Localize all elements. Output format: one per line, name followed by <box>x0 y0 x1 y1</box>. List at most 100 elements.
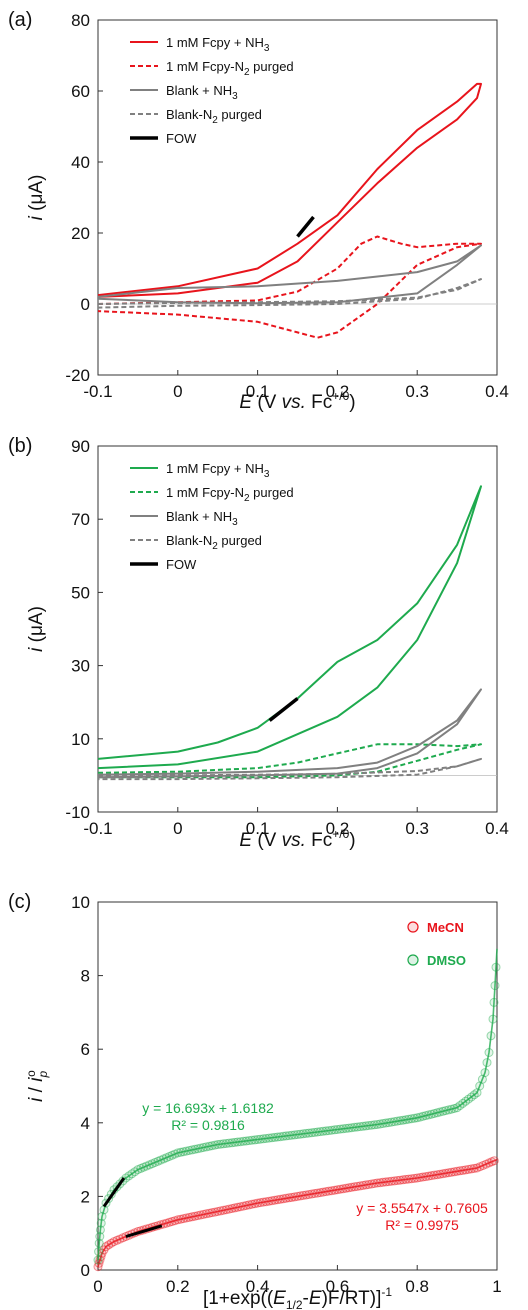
x-axis-label-part: (V <box>252 830 282 851</box>
legend-label: Blank + NH3 <box>166 509 238 528</box>
legend-text: 1 mM Fcpy-N <box>166 59 244 74</box>
x-tick-label: 0.2 <box>166 1277 190 1296</box>
x-axis-label-part: Fc <box>306 830 332 851</box>
y-tick-label: 70 <box>71 510 90 529</box>
fit-DMSO-line <box>102 1177 126 1208</box>
y-axis-label: i (μA) <box>26 175 47 221</box>
series-line-1 <box>97 743 482 779</box>
legend-label: 1 mM Fcpy + NH3 <box>166 35 270 54</box>
x-axis-label-sup: -1 <box>381 1285 392 1299</box>
y-tick-label: -10 <box>65 803 90 822</box>
y-axis-label-var: i <box>26 215 47 220</box>
legend-subscript: 3 <box>232 91 238 102</box>
series-line-3 <box>97 278 482 309</box>
fit-r-squared: R² = 0.9816 <box>171 1117 245 1133</box>
x-tick-label: 0.2 <box>326 382 350 401</box>
x-axis-label-var: E <box>239 830 252 851</box>
legend-label: Blank-N2 purged <box>166 533 262 552</box>
legend-text: purged <box>218 533 262 548</box>
y-tick-label: 6 <box>81 1040 90 1059</box>
y-axis-label-part: / <box>26 1082 47 1098</box>
legend-subscript: 3 <box>232 517 238 528</box>
legend-text: 1 mM Fcpy + NH <box>166 35 264 50</box>
y-tick-label: 60 <box>71 82 90 101</box>
y-axis-label: i (μA) <box>26 606 47 652</box>
x-tick-label: 0 <box>93 1277 102 1296</box>
x-tick-label: 0 <box>173 382 182 401</box>
y-axis-label-var: i <box>26 1097 47 1102</box>
plot-frame <box>97 901 498 1271</box>
x-axis-label-vs: vs. <box>282 392 306 413</box>
x-axis-label-var: E <box>309 1288 322 1309</box>
legend-label: DMSO <box>427 953 466 968</box>
x-axis-label-sup: +/0 <box>332 389 349 403</box>
series-line-mecn <box>97 1158 498 1267</box>
legend-text: purged <box>250 59 294 74</box>
fit-r-squared: R² = 0.9975 <box>385 1217 459 1233</box>
fow-segment <box>296 215 315 238</box>
x-tick-label: 0.3 <box>405 819 429 838</box>
y-tick-label: 90 <box>71 437 90 456</box>
legend-text: Blank-N <box>166 107 212 122</box>
x-tick-label: 0.8 <box>405 1277 429 1296</box>
x-axis-label-part: Fc <box>306 392 332 413</box>
panel-label: (c) <box>8 891 31 913</box>
x-axis-label: E (V vs. Fc+/0) <box>239 827 355 851</box>
x-axis-label-part: )F/RT)] <box>322 1288 382 1309</box>
panel-label: (b) <box>8 435 32 457</box>
y-tick-label: 20 <box>71 224 90 243</box>
x-axis-label-part: (V <box>252 392 282 413</box>
x-tick-label: 0.2 <box>326 819 350 838</box>
legend-subscript: 3 <box>264 43 270 54</box>
y-tick-label: 0 <box>81 295 90 314</box>
x-tick-label: 1 <box>492 1277 501 1296</box>
y-tick-label: 10 <box>71 730 90 749</box>
y-axis-label: i / ipo <box>24 1070 50 1102</box>
x-axis-label: [1+exp((E1/2-E)F/RT)]-1 <box>203 1285 392 1310</box>
chart-panel-b: -0.1 0 0.1 0.2 0.3 0.4 -10 10 30 50 70 90 (b) E (V vs… <box>8 435 509 851</box>
legend-marker <box>407 954 419 966</box>
y-tick-label: 4 <box>81 1114 90 1133</box>
x-axis-label-part: ) <box>349 392 355 413</box>
fit-MeCN-line <box>125 1224 163 1238</box>
y-axis-label-var: i <box>26 647 47 652</box>
series-line-3 <box>97 757 482 781</box>
x-axis-label-vs: vs. <box>282 830 306 851</box>
legend-marker <box>407 921 419 933</box>
x-tick-label: 0.4 <box>246 1277 270 1296</box>
x-tick-label: -0.1 <box>83 382 112 401</box>
legend-text: Blank + NH <box>166 509 232 524</box>
legend-label: FOW <box>166 557 197 572</box>
legend-label: 1 mM Fcpy-N2 purged <box>166 59 294 78</box>
y-axis-label-sub: p <box>36 1071 50 1079</box>
series-line-0 <box>97 485 482 770</box>
legend-subscript: 2 <box>244 493 250 504</box>
legend-text: purged <box>250 485 294 500</box>
series-line-dmso <box>97 948 498 1261</box>
x-axis-label-part: [1+exp(( <box>203 1288 274 1309</box>
legend-text: 1 mM Fcpy + NH <box>166 461 264 476</box>
y-tick-label: 80 <box>71 11 90 30</box>
legend-subscript: 2 <box>244 67 250 78</box>
legend-text: Blank-N <box>166 533 212 548</box>
legend-text: Blank + NH <box>166 83 232 98</box>
series-line-1 <box>97 235 482 339</box>
x-tick-label: 0 <box>173 819 182 838</box>
legend-label: MeCN <box>427 920 464 935</box>
plot-frame <box>97 445 498 813</box>
y-axis-label-var: i <box>26 1077 47 1082</box>
legend-text: 1 mM Fcpy-N <box>166 485 244 500</box>
y-tick-label: -20 <box>65 366 90 385</box>
x-tick-label: 0.4 <box>485 382 509 401</box>
y-tick-label: 30 <box>71 657 90 676</box>
plot-frame <box>97 19 498 376</box>
series-line-2 <box>97 244 482 305</box>
x-tick-label: 0.4 <box>485 819 509 838</box>
y-tick-label: 10 <box>71 893 90 912</box>
x-axis-label: E (V vs. Fc+/0) <box>239 389 355 413</box>
y-tick-label: 0 <box>81 1261 90 1280</box>
y-tick-label: 2 <box>81 1187 90 1206</box>
y-axis-label-part: (μA) <box>26 606 47 648</box>
x-axis-label-part: ) <box>349 830 355 851</box>
